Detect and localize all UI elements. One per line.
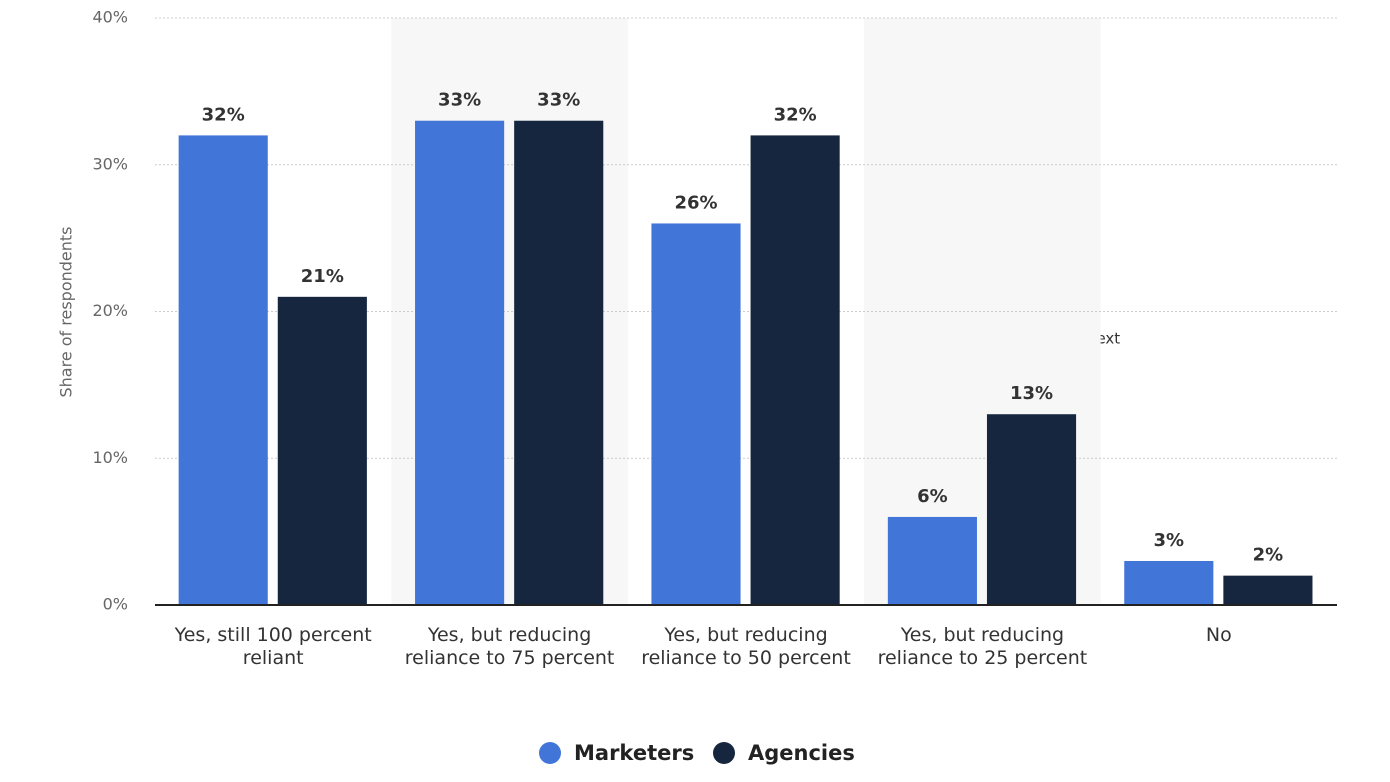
y-tick-label: 30% [92, 154, 128, 173]
x-tick-label: Yes, but reducing reliance to 50 percent [641, 624, 851, 669]
bar [1223, 575, 1313, 605]
y-axis-label: Share of respondents [57, 226, 76, 397]
y-tick-label: 20% [92, 301, 128, 320]
value-label: 32% [774, 104, 817, 125]
y-tick-label: 10% [92, 448, 128, 467]
bar [514, 120, 604, 605]
value-label: 13% [1010, 383, 1053, 404]
bar [277, 296, 367, 605]
value-label: 3% [1154, 530, 1185, 551]
value-label: 26% [674, 192, 717, 213]
value-label: 21% [301, 266, 344, 287]
bar [1124, 560, 1214, 605]
value-label: 33% [537, 90, 580, 111]
legend-marker [539, 742, 561, 764]
value-label: 32% [202, 104, 245, 125]
x-tick-label: Yes, but reducing reliance to 25 percent [878, 624, 1088, 669]
value-label: 33% [438, 90, 481, 111]
legend-marker [713, 742, 735, 764]
bar [887, 516, 977, 605]
bar [178, 135, 268, 605]
y-tick-label: 0% [103, 595, 128, 614]
legend-label: Marketers [574, 741, 694, 765]
legend-label: Agencies [748, 741, 855, 765]
value-label: 2% [1253, 545, 1284, 566]
bar [415, 120, 505, 605]
y-tick-label: 40% [92, 8, 128, 27]
bar [986, 414, 1077, 605]
x-tick-label: No [1206, 624, 1232, 646]
bar [651, 223, 741, 605]
value-label: 6% [917, 486, 948, 507]
bar [750, 135, 840, 605]
x-tick-label: Yes, still 100 percent reliant [174, 624, 372, 669]
x-tick-label: Yes, but reducing reliance to 75 percent [405, 624, 615, 669]
